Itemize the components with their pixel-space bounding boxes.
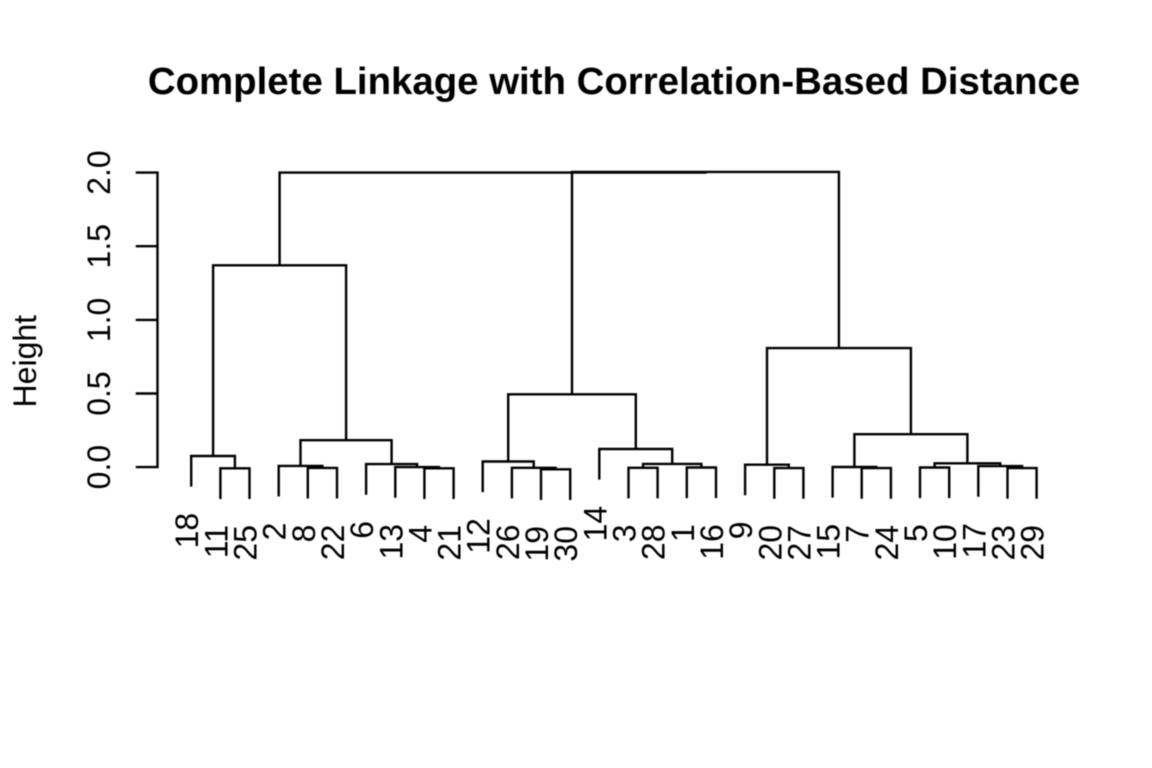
svg-text:12: 12 bbox=[461, 518, 497, 554]
svg-text:23: 23 bbox=[986, 525, 1022, 561]
svg-text:20: 20 bbox=[752, 525, 788, 561]
svg-text:28: 28 bbox=[636, 525, 672, 561]
svg-text:6: 6 bbox=[344, 521, 380, 539]
svg-text:16: 16 bbox=[694, 524, 730, 560]
svg-text:11: 11 bbox=[198, 525, 234, 558]
svg-text:10: 10 bbox=[927, 524, 963, 560]
svg-text:30: 30 bbox=[548, 526, 584, 562]
svg-text:5: 5 bbox=[898, 524, 934, 542]
svg-text:19: 19 bbox=[519, 526, 555, 562]
svg-text:29: 29 bbox=[1015, 525, 1051, 561]
svg-text:2: 2 bbox=[257, 523, 293, 541]
svg-text:27: 27 bbox=[781, 525, 817, 561]
svg-text:1.0: 1.0 bbox=[81, 298, 117, 342]
svg-text:Complete Linkage with Correlat: Complete Linkage with Correlation-Based … bbox=[148, 60, 1080, 103]
svg-text:0.0: 0.0 bbox=[81, 445, 117, 489]
svg-text:26: 26 bbox=[490, 525, 526, 561]
svg-text:7: 7 bbox=[840, 525, 876, 543]
svg-text:4: 4 bbox=[402, 525, 438, 543]
svg-text:18: 18 bbox=[169, 513, 205, 549]
svg-text:2.0: 2.0 bbox=[81, 150, 117, 194]
svg-text:25: 25 bbox=[228, 525, 264, 561]
svg-text:1: 1 bbox=[665, 524, 701, 542]
svg-text:Height: Height bbox=[7, 315, 43, 408]
svg-text:22: 22 bbox=[315, 525, 351, 561]
svg-text:9: 9 bbox=[723, 521, 759, 539]
svg-text:3: 3 bbox=[607, 525, 643, 543]
svg-text:24: 24 bbox=[869, 525, 905, 561]
svg-text:13: 13 bbox=[373, 524, 409, 560]
svg-text:14: 14 bbox=[577, 506, 613, 542]
svg-text:15: 15 bbox=[811, 524, 847, 560]
svg-text:1.5: 1.5 bbox=[81, 224, 117, 268]
svg-text:21: 21 bbox=[432, 525, 468, 561]
svg-text:17: 17 bbox=[956, 523, 992, 559]
svg-text:8: 8 bbox=[286, 525, 322, 543]
svg-text:0.5: 0.5 bbox=[81, 371, 117, 415]
